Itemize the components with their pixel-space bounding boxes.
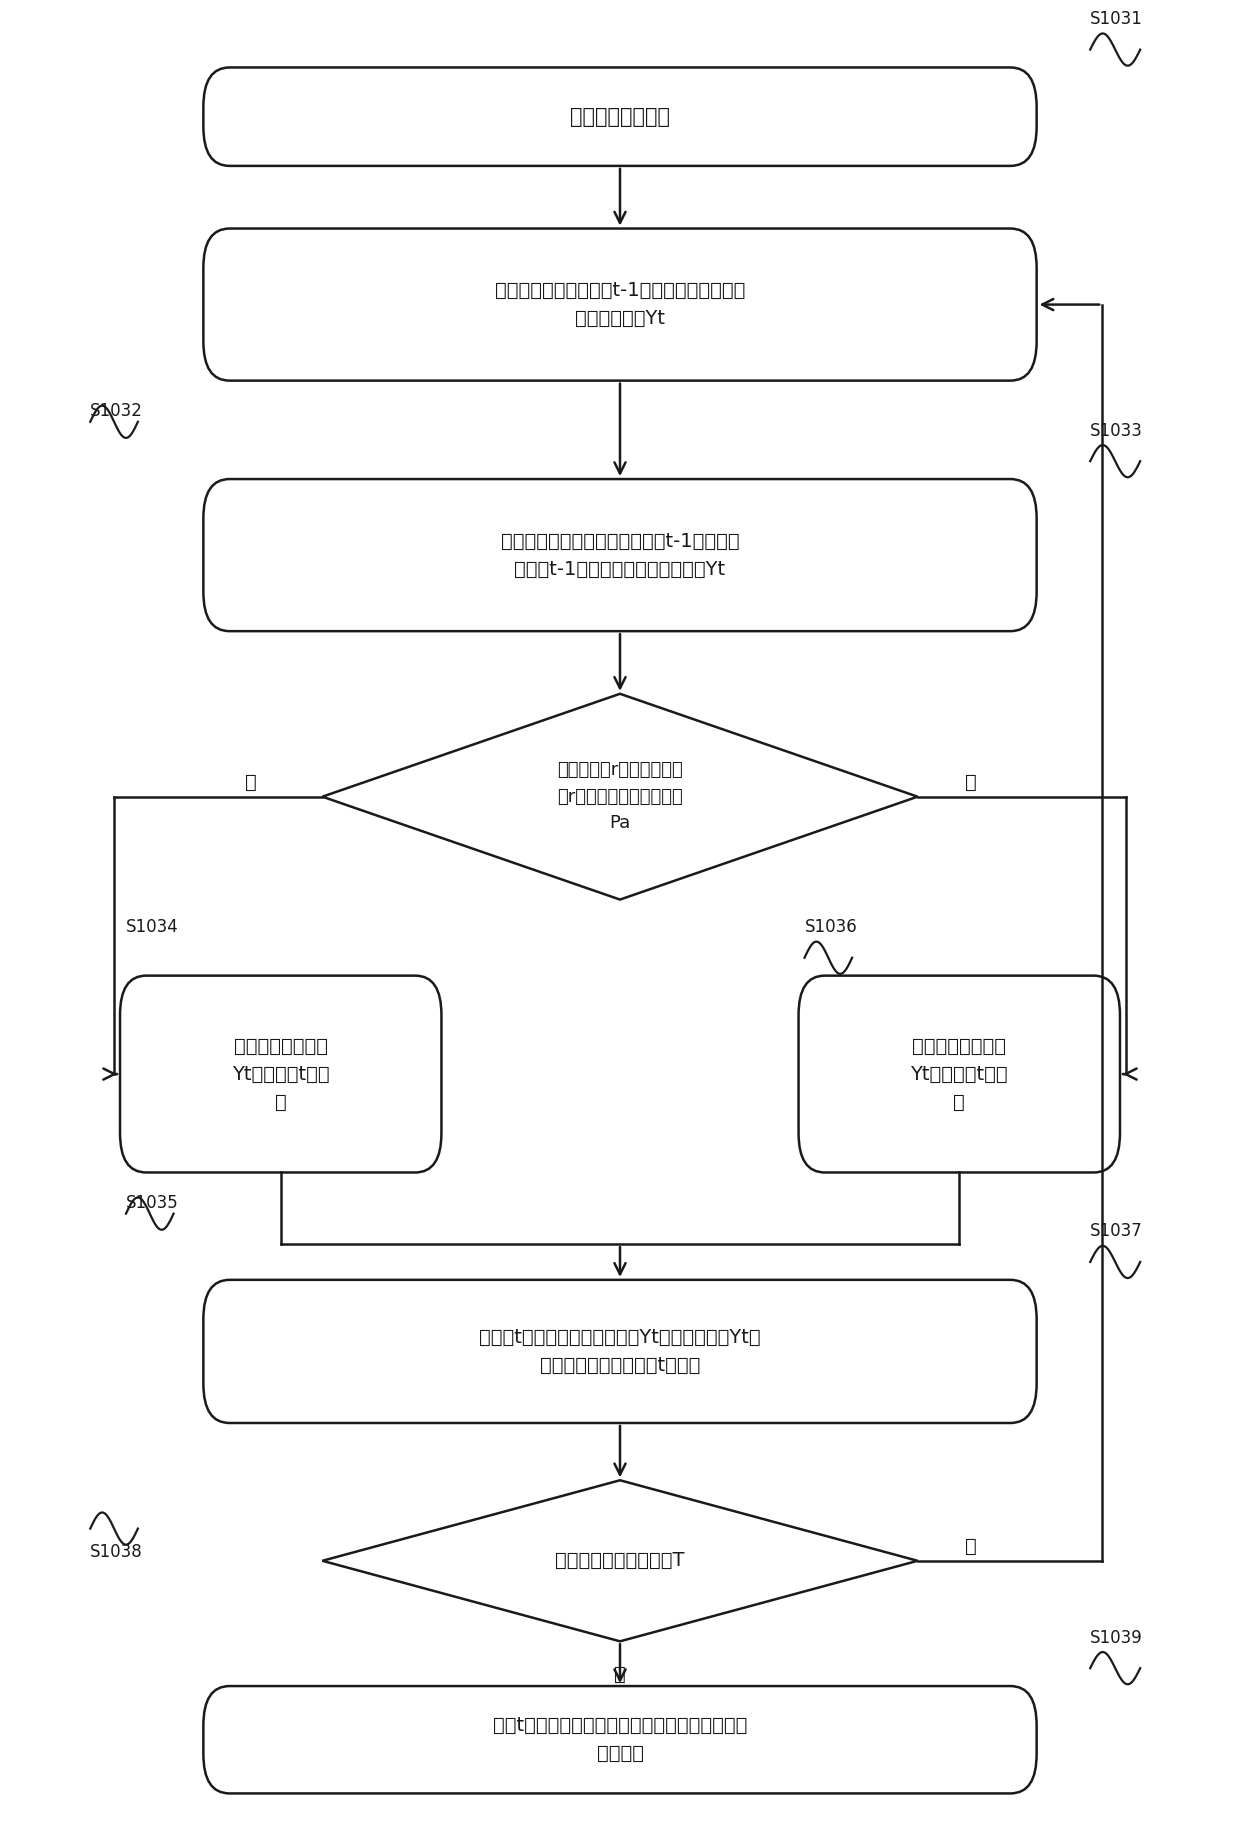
FancyBboxPatch shape [203,68,1037,166]
Text: S1032: S1032 [91,402,143,420]
FancyBboxPatch shape [203,478,1037,632]
Text: S1039: S1039 [1090,1629,1143,1647]
Text: 判断循环次数是否等于T: 判断循环次数是否等于T [556,1552,684,1570]
Polygon shape [322,694,918,900]
FancyBboxPatch shape [203,1280,1037,1422]
FancyBboxPatch shape [120,975,441,1172]
Text: 否: 否 [965,1537,977,1556]
Text: 否: 否 [965,772,977,792]
Text: S1034: S1034 [126,918,179,937]
Text: 将第t代种群中适应度最大的鸟巢作为训练结构，
完成训练: 将第t代种群中适应度最大的鸟巢作为训练结构， 完成训练 [492,1716,748,1764]
Text: S1035: S1035 [126,1194,179,1212]
Text: 生成随机数r，并判断随机
数r是否大于预设发现概率
Pa: 生成随机数r，并判断随机 数r是否大于预设发现概率 Pa [557,761,683,833]
Polygon shape [322,1481,918,1642]
FancyBboxPatch shape [203,1685,1037,1793]
Text: 是: 是 [246,772,257,792]
Text: 按照随机步长更新
Yt，得到第t代种
群: 按照随机步长更新 Yt，得到第t代种 群 [232,1037,330,1112]
Text: S1038: S1038 [91,1543,143,1561]
FancyBboxPatch shape [799,975,1120,1172]
Text: 计算更新得到的适应度，并与第t-1代进行对
比，将t-1代中适应度较大的更新到Yt: 计算更新得到的适应度，并与第t-1代进行对 比，将t-1代中适应度较大的更新到Y… [501,531,739,579]
Text: 按照预设公式更新
Yt，得到第t代种
群: 按照预设公式更新 Yt，得到第t代种 群 [910,1037,1008,1112]
Text: 是: 是 [614,1665,626,1684]
Text: S1036: S1036 [805,918,857,937]
Text: S1031: S1031 [1090,11,1143,27]
FancyBboxPatch shape [203,228,1037,380]
Text: S1037: S1037 [1090,1222,1143,1240]
Text: 计算第t代种群的适应度，并与Yt进行对比，将Yt中
适应度较大的更新到第t代种群: 计算第t代种群的适应度，并与Yt进行对比，将Yt中 适应度较大的更新到第t代种群 [479,1328,761,1375]
Text: 随机生成初始种群: 随机生成初始种群 [570,106,670,126]
Text: S1033: S1033 [1090,422,1143,440]
Text: 按照莱维飞行原理对第t-1代种群中各个鸟巢进
行更新，得到Yt: 按照莱维飞行原理对第t-1代种群中各个鸟巢进 行更新，得到Yt [495,281,745,329]
